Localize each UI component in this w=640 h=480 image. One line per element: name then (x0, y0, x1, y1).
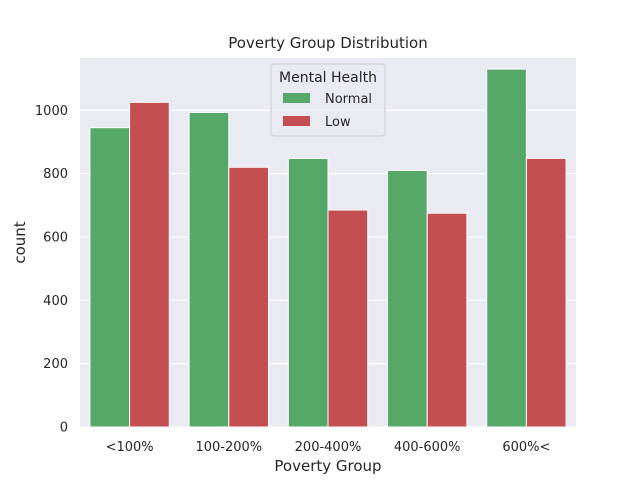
x-tick-label: 600%< (502, 440, 550, 455)
x-axis: <100% 100-200% 200-400% 400-600% 600%< (106, 440, 551, 455)
bar-normal (287, 157, 329, 428)
legend: Mental Health Normal Low (270, 63, 386, 137)
legend-swatch-normal (283, 93, 310, 103)
y-tick-label: 600 (43, 230, 68, 245)
legend-swatch-low (283, 116, 310, 126)
bar-low (426, 212, 468, 428)
x-tick-label: <100% (106, 440, 154, 455)
bar-low (129, 101, 170, 428)
bar-normal (89, 127, 131, 428)
bars (89, 68, 567, 428)
bar-normal (188, 111, 230, 428)
x-tick-label: 100-200% (195, 440, 262, 455)
y-tick-label: 0 (60, 421, 68, 436)
legend-label-low: Low (325, 115, 351, 130)
y-tick-label: 400 (43, 294, 68, 309)
y-tick-label: 1000 (35, 104, 68, 119)
bar-low (525, 157, 567, 428)
y-tick-label: 800 (43, 167, 68, 182)
y-tick-label: 200 (43, 357, 68, 372)
x-axis-label: Poverty Group (274, 457, 381, 475)
bar-low (228, 166, 269, 428)
y-axis: 0 200 400 600 800 1000 (35, 104, 68, 436)
legend-label-normal: Normal (325, 92, 372, 107)
y-axis-label: count (11, 221, 29, 263)
x-tick-label: 400-600% (394, 440, 461, 455)
bar-normal (486, 68, 527, 428)
x-tick-label: 200-400% (295, 440, 362, 455)
bar-low (327, 209, 369, 428)
chart-title: Poverty Group Distribution (228, 34, 427, 52)
bar-normal (387, 169, 428, 428)
legend-title: Mental Health (279, 70, 377, 86)
